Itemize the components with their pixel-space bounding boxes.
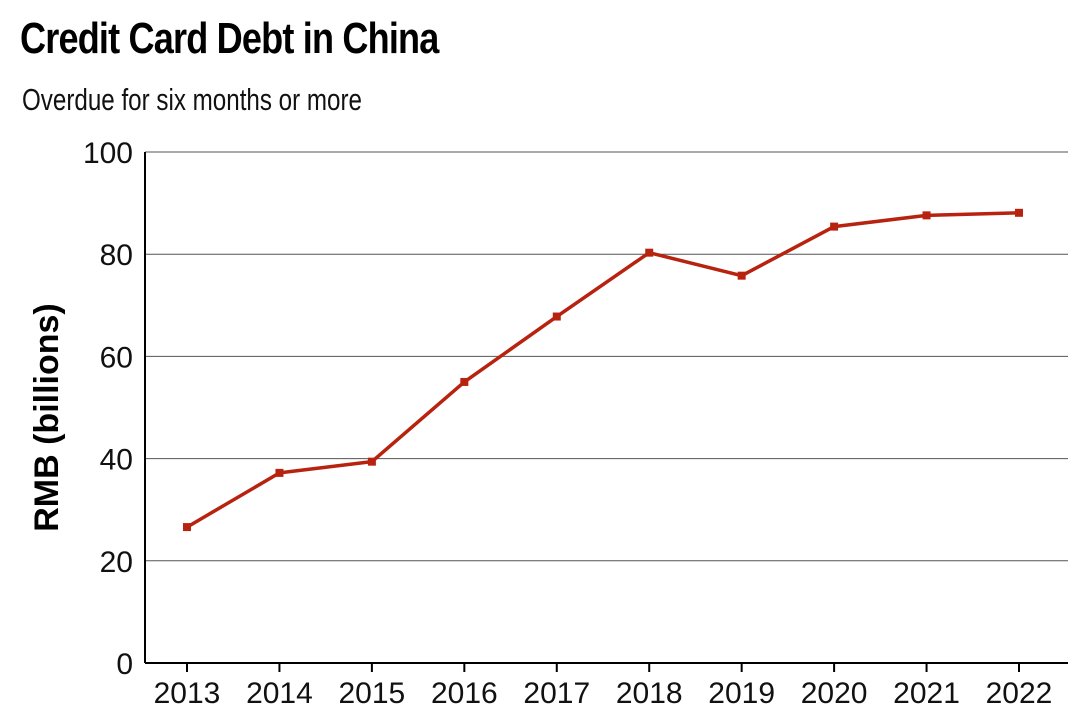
x-tick-label: 2019 [708, 677, 775, 710]
y-axis-title: RMB (billions) [28, 303, 66, 532]
data-point [552, 312, 561, 321]
series-layer [183, 208, 1023, 532]
data-point [830, 222, 839, 231]
gridlines [145, 151, 1068, 562]
x-tick-label: 2017 [523, 677, 590, 710]
x-tick-label: 2014 [246, 677, 313, 710]
y-tick-label: 20 [100, 546, 133, 579]
y-tick-label: 40 [100, 444, 133, 477]
chart-subtitle: Overdue for six months or more [22, 82, 362, 117]
x-tick-label: 2016 [431, 677, 498, 710]
y-tick-labels: 0 20 40 60 80 100 [83, 137, 133, 681]
y-tick-label: 0 [116, 648, 133, 681]
data-point [275, 468, 284, 477]
x-tick-labels: 2013 2014 2015 2016 2017 2018 2019 2020 2021 2022 [154, 663, 1053, 710]
data-point [737, 271, 746, 280]
y-tick-label: 80 [100, 239, 133, 272]
data-point [460, 377, 469, 386]
data-point [922, 211, 931, 220]
data-point [645, 248, 654, 257]
y-tick-label: 100 [83, 137, 133, 170]
y-tick-label: 60 [100, 341, 133, 374]
x-tick-label: 2022 [986, 677, 1053, 710]
x-tick-label: 2013 [154, 677, 221, 710]
data-point [367, 457, 376, 466]
data-point [183, 523, 191, 532]
x-tick-label: 2020 [801, 677, 868, 710]
series-line [186, 211, 1020, 529]
x-tick-label: 2021 [893, 677, 960, 710]
data-point [1015, 208, 1023, 217]
chart-title: Credit Card Debt in China [20, 14, 439, 63]
x-tick-label: 2015 [339, 677, 406, 710]
x-tick-label: 2018 [616, 677, 683, 710]
axes [144, 152, 1068, 664]
